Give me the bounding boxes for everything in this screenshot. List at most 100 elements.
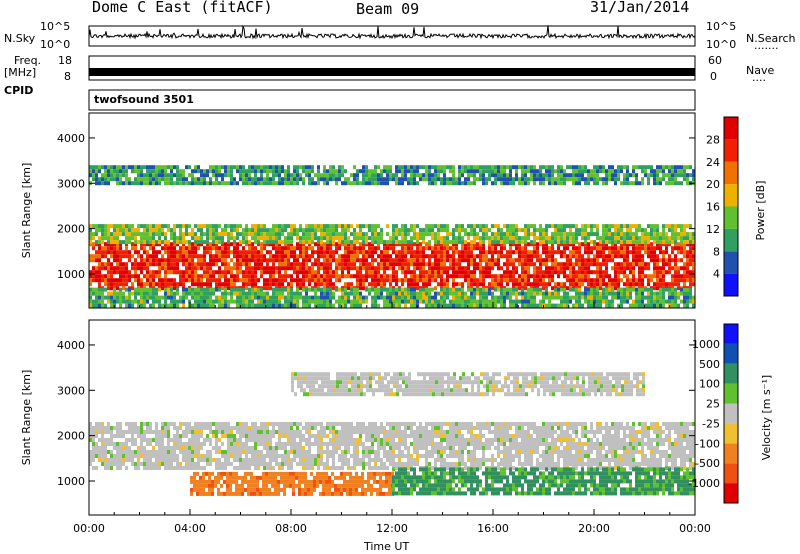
power-cell bbox=[137, 177, 140, 182]
power-cell bbox=[368, 177, 371, 182]
power-cell bbox=[458, 181, 461, 186]
power-cell bbox=[113, 291, 116, 296]
power-cell bbox=[578, 266, 581, 271]
power-cell bbox=[149, 291, 152, 296]
power-cell bbox=[230, 165, 233, 170]
power-cell bbox=[131, 242, 134, 247]
power-cell bbox=[473, 242, 476, 247]
power-cell bbox=[509, 270, 512, 275]
power-cell bbox=[347, 262, 350, 267]
power-cell bbox=[476, 232, 479, 237]
power-cell bbox=[95, 270, 98, 275]
power-cell bbox=[689, 250, 692, 255]
power-cell bbox=[533, 232, 536, 237]
power-cell bbox=[182, 270, 185, 275]
power-cell bbox=[293, 232, 296, 237]
power-cell bbox=[230, 236, 233, 241]
power-cell bbox=[152, 287, 155, 292]
power-cell bbox=[674, 291, 677, 296]
velocity-cell bbox=[152, 462, 155, 466]
power-cell bbox=[581, 274, 584, 279]
power-cell bbox=[476, 165, 479, 170]
velocity-cell bbox=[185, 434, 188, 438]
power-cell bbox=[674, 262, 677, 267]
power-cell bbox=[596, 266, 599, 271]
power-cell bbox=[509, 287, 512, 292]
power-cell bbox=[152, 228, 155, 233]
power-cell bbox=[386, 299, 389, 304]
power-cell bbox=[125, 270, 128, 275]
power-cell bbox=[521, 246, 524, 251]
velocity-cell bbox=[170, 450, 173, 454]
power-cell bbox=[374, 250, 377, 255]
power-cell bbox=[614, 246, 617, 251]
power-cell bbox=[623, 173, 626, 178]
power-cell bbox=[395, 282, 398, 287]
power-cell bbox=[191, 246, 194, 251]
power-cell bbox=[536, 250, 539, 255]
power-cell bbox=[449, 181, 452, 186]
power-cell bbox=[167, 242, 170, 247]
power-cell bbox=[401, 240, 404, 245]
power-cell bbox=[629, 270, 632, 275]
power-cell bbox=[395, 291, 398, 296]
power-cell bbox=[242, 250, 245, 255]
power-cell bbox=[323, 299, 326, 304]
power-cell bbox=[173, 181, 176, 186]
power-cell bbox=[182, 173, 185, 178]
power-cell bbox=[134, 266, 137, 271]
power-cell bbox=[398, 291, 401, 296]
power-cell bbox=[593, 258, 596, 263]
power-cell bbox=[431, 262, 434, 267]
power-cell bbox=[482, 287, 485, 292]
power-cell bbox=[491, 236, 494, 241]
power-cell bbox=[500, 303, 503, 308]
power-cell bbox=[383, 282, 386, 287]
power-cell bbox=[650, 228, 653, 233]
power-cell bbox=[188, 266, 191, 271]
power-cell bbox=[614, 181, 617, 186]
power-cell bbox=[356, 181, 359, 186]
power-cell bbox=[134, 287, 137, 292]
power-cell bbox=[491, 246, 494, 251]
power-cell bbox=[428, 224, 431, 229]
power-cell bbox=[437, 240, 440, 245]
power-cell bbox=[428, 270, 431, 275]
power-cell bbox=[542, 258, 545, 263]
power-cell bbox=[281, 295, 284, 300]
power-cell bbox=[101, 295, 104, 300]
power-cell bbox=[611, 282, 614, 287]
power-cell bbox=[497, 278, 500, 283]
power-cell bbox=[224, 242, 227, 247]
power-cell bbox=[473, 232, 476, 237]
power-cell bbox=[296, 295, 299, 300]
power-cell bbox=[227, 240, 230, 245]
power-cell bbox=[254, 270, 257, 275]
power-cell bbox=[464, 254, 467, 259]
power-cell bbox=[548, 278, 551, 283]
power-cell bbox=[404, 270, 407, 275]
power-cell bbox=[551, 169, 554, 174]
power-cell bbox=[95, 295, 98, 300]
power-cell bbox=[335, 236, 338, 241]
power-cell bbox=[293, 254, 296, 259]
power-cell bbox=[389, 262, 392, 267]
power-cell bbox=[131, 181, 134, 186]
power-cell bbox=[602, 258, 605, 263]
power-cell bbox=[143, 266, 146, 271]
velocity-cell bbox=[89, 426, 92, 430]
velocity-cell bbox=[140, 446, 143, 450]
power-cell bbox=[563, 250, 566, 255]
power-cell bbox=[608, 250, 611, 255]
power-cell bbox=[332, 224, 335, 229]
power-cell bbox=[206, 250, 209, 255]
velocity-cell bbox=[137, 446, 140, 450]
power-cell bbox=[119, 169, 122, 174]
power-cell bbox=[293, 303, 296, 308]
power-cell bbox=[587, 291, 590, 296]
power-cell bbox=[200, 169, 203, 174]
power-cell bbox=[146, 165, 149, 170]
power-cell bbox=[440, 287, 443, 292]
power-cell bbox=[401, 228, 404, 233]
power-cell bbox=[206, 228, 209, 233]
